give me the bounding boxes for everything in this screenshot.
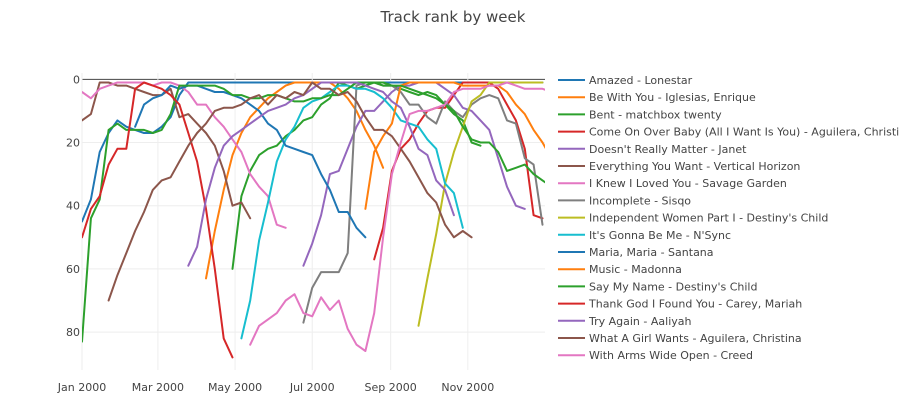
legend-label: Say My Name - Destiny's Child	[589, 280, 757, 293]
legend-item[interactable]: Say My Name - Destiny's Child	[558, 280, 757, 293]
chart-title: Track rank by week	[380, 8, 526, 26]
legend-label: Thank God I Found You - Carey, Mariah	[588, 298, 802, 311]
legend-label: Doesn't Really Matter - Janet	[589, 143, 747, 156]
legend-item[interactable]: Music - Madonna	[558, 263, 682, 276]
y-tick-label: 20	[66, 137, 80, 150]
legend-item[interactable]: Everything You Want - Vertical Horizon	[558, 160, 800, 173]
series-line-7[interactable]	[82, 81, 287, 229]
series-line-17[interactable]	[249, 81, 560, 352]
series-line-16[interactable]	[107, 81, 473, 302]
legend-item[interactable]: Come On Over Baby (All I Want Is You) - …	[558, 126, 899, 139]
legend-item[interactable]: It's Gonna Be Me - N'Sync	[558, 229, 731, 242]
y-tick-label: 60	[66, 263, 80, 276]
grid-lines	[81, 73, 545, 370]
legend-item[interactable]: Bent - matchbox twenty	[558, 108, 722, 121]
series-line-13[interactable]	[82, 81, 560, 343]
legend-label: It's Gonna Be Me - N'Sync	[589, 229, 731, 242]
y-tick-label: 40	[66, 200, 80, 213]
legend-item[interactable]: Maria, Maria - Santana	[558, 246, 714, 259]
legend-label: I Knew I Loved You - Savage Garden	[589, 177, 787, 190]
x-tick-label: Sep 2000	[365, 381, 417, 394]
series-line-14[interactable]	[82, 81, 234, 359]
legend-label: Everything You Want - Vertical Horizon	[589, 160, 800, 173]
legend-label: Be With You - Iglesias, Enrique	[589, 91, 756, 104]
x-axis-ticks: Jan 2000 Mar 2000 May 2000 Jul 2000 Sep 2000…	[57, 381, 495, 394]
legend-label: Amazed - Lonestar	[589, 74, 693, 87]
legend[interactable]: Amazed - Lonestar Be With You - Iglesias,…	[558, 74, 899, 362]
y-axis-ticks: 0 20 40 60 80	[66, 73, 80, 339]
legend-item[interactable]: I Knew I Loved You - Savage Garden	[558, 177, 787, 190]
series-line-9[interactable]	[417, 81, 544, 327]
series-line-5[interactable]	[302, 81, 526, 267]
legend-item[interactable]: Doesn't Really Matter - Janet	[558, 143, 747, 156]
x-tick-label: May 2000	[208, 381, 262, 394]
legend-label: Maria, Maria - Santana	[589, 246, 714, 259]
y-tick-label: 0	[73, 73, 80, 86]
legend-label: Come On Over Baby (All I Want Is You) - …	[589, 126, 899, 139]
legend-item[interactable]: With Arms Wide Open - Creed	[558, 349, 753, 362]
legend-label: Independent Women Part I - Destiny's Chi…	[589, 212, 828, 225]
x-tick-label: Jan 2000	[57, 381, 106, 394]
x-tick-label: Jul 2000	[289, 381, 335, 394]
legend-label: With Arms Wide Open - Creed	[589, 349, 753, 362]
series-line-2[interactable]	[205, 81, 385, 280]
series-lines	[82, 81, 560, 359]
y-tick-label: 80	[66, 326, 80, 339]
legend-item[interactable]: What A Girl Wants - Aguilera, Christina	[558, 332, 802, 345]
legend-item[interactable]: Be With You - Iglesias, Enrique	[558, 91, 756, 104]
series-line-11[interactable]	[134, 84, 367, 239]
series-line-12[interactable]	[364, 81, 560, 210]
legend-label: Try Again - Aaliyah	[588, 315, 691, 328]
x-tick-label: Nov 2000	[441, 381, 494, 394]
legend-item[interactable]: Incomplete - Sisqo	[558, 194, 691, 207]
x-tick-label: Mar 2000	[132, 381, 184, 394]
series-line-4[interactable]	[373, 81, 544, 261]
legend-item[interactable]: Independent Women Part I - Destiny's Chi…	[558, 212, 828, 225]
legend-item[interactable]: Thank God I Found You - Carey, Mariah	[558, 298, 802, 311]
legend-label: Incomplete - Sisqo	[589, 194, 691, 207]
legend-item[interactable]: Amazed - Lonestar	[558, 74, 693, 87]
series-line-15[interactable]	[187, 81, 455, 267]
series-line-6[interactable]	[82, 81, 252, 220]
legend-label: Music - Madonna	[589, 263, 682, 276]
legend-item[interactable]: Try Again - Aaliyah	[558, 315, 691, 328]
series-line-10[interactable]	[240, 84, 464, 340]
legend-label: Bent - matchbox twenty	[589, 108, 722, 121]
legend-label: What A Girl Wants - Aguilera, Christina	[589, 332, 802, 345]
